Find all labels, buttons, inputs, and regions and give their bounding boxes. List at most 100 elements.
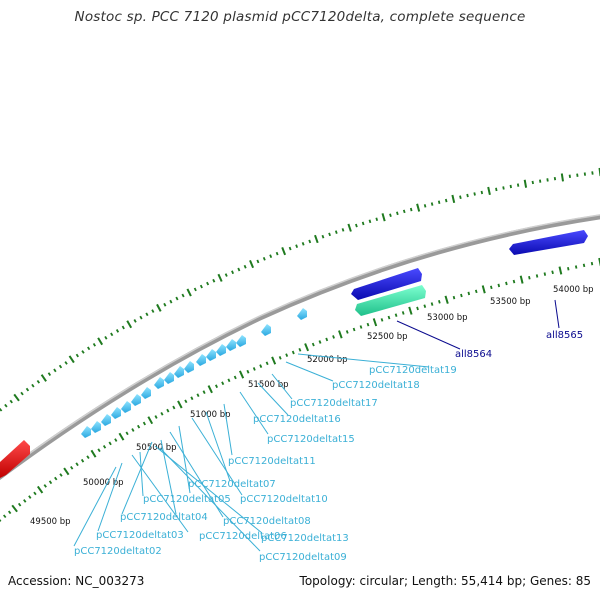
tick-mark <box>43 484 47 488</box>
tick-mark <box>535 274 539 278</box>
tick-mark <box>402 209 406 214</box>
tick-mark <box>347 223 352 232</box>
gene-label-t17[interactable]: pCC7120deltat17 <box>290 398 378 409</box>
trna-features[interactable] <box>81 308 307 438</box>
gene-label-all8564[interactable]: all8564 <box>455 349 492 360</box>
trna-feature[interactable] <box>141 387 151 399</box>
gene-label-t06[interactable]: pCC7120deltat06 <box>199 531 287 542</box>
tick-mark <box>314 234 319 244</box>
tick-mark <box>64 361 68 365</box>
tick-mark <box>227 378 231 383</box>
gene-label-t15[interactable]: pCC7120deltat15 <box>267 434 355 445</box>
trna-feature[interactable] <box>111 407 121 419</box>
tick-mark <box>467 291 471 296</box>
tick-mark <box>48 480 53 485</box>
tick-mark <box>160 411 164 416</box>
trna-feature[interactable] <box>101 414 111 426</box>
trna-feature[interactable] <box>216 344 226 356</box>
tick-mark <box>202 390 206 394</box>
trna-feature[interactable] <box>131 394 141 406</box>
position-label: 50500 bp <box>136 443 177 453</box>
gene-label-t13[interactable]: pCC7120deltat13 <box>261 533 349 544</box>
cds-highlighted[interactable] <box>355 285 426 316</box>
tick-mark <box>285 353 289 357</box>
gene-label-t10[interactable]: pCC7120deltat10 <box>240 494 328 505</box>
tick-mark <box>121 325 125 330</box>
gene-label-t11[interactable]: pCC7120deltat11 <box>228 456 316 467</box>
tick-mark <box>473 192 476 196</box>
trna-feature[interactable] <box>174 366 184 378</box>
trna-feature[interactable] <box>81 426 91 438</box>
tick-mark <box>512 279 516 284</box>
tick-mark <box>474 289 478 294</box>
tick-mark <box>271 356 277 365</box>
tick-mark <box>505 281 508 286</box>
tick-mark <box>345 330 349 334</box>
tick-mark <box>368 219 372 224</box>
tick-mark <box>437 200 441 204</box>
tick-mark <box>574 265 578 269</box>
tick-mark <box>75 353 79 358</box>
tick-mark <box>31 383 35 388</box>
tick-mark <box>13 393 20 402</box>
tick-mark <box>341 228 345 232</box>
inner-tick-ring <box>0 257 600 522</box>
trna-feature[interactable] <box>121 401 131 413</box>
tick-mark <box>389 213 392 218</box>
tick-mark <box>7 510 12 515</box>
gene-label-t03[interactable]: pCC7120deltat03 <box>96 530 184 541</box>
tick-mark <box>423 304 427 308</box>
tick-mark <box>139 315 143 320</box>
plasmid-backbone <box>0 214 600 481</box>
trna-feature[interactable] <box>164 372 174 384</box>
gene-label-t07[interactable]: pCC7120deltat07 <box>188 479 276 490</box>
trna-feature[interactable] <box>154 377 164 389</box>
tick-mark <box>381 213 386 222</box>
tick-mark <box>102 445 107 449</box>
cds-all8564[interactable] <box>351 268 422 300</box>
tick-mark <box>444 198 448 203</box>
tick-mark <box>97 448 101 453</box>
trna-feature[interactable] <box>91 421 101 433</box>
tick-mark <box>591 171 594 175</box>
trna-feature[interactable] <box>261 324 271 336</box>
tick-mark <box>502 186 505 190</box>
tick-mark <box>361 221 365 226</box>
tick-mark <box>36 485 44 494</box>
tick-mark <box>9 399 13 404</box>
tick-mark <box>214 384 219 389</box>
cds-all8565[interactable] <box>509 230 588 255</box>
gene-label-t05[interactable]: pCC7120deltat05 <box>143 494 231 505</box>
outer-tick-ring <box>0 167 600 412</box>
trna-feature[interactable] <box>297 308 307 320</box>
trna-feature[interactable] <box>226 339 236 351</box>
gene-label-t09[interactable]: pCC7120deltat09 <box>259 552 347 563</box>
tick-mark <box>298 347 302 352</box>
gene-label-t18[interactable]: pCC7120deltat18 <box>332 380 420 391</box>
trna-feature[interactable] <box>184 361 194 373</box>
accession-text: Accession: NC_003273 <box>8 574 145 588</box>
tick-mark <box>2 514 7 519</box>
gene-label-t04[interactable]: pCC7120deltat04 <box>120 512 208 523</box>
tick-mark <box>531 180 534 185</box>
tick-mark <box>206 281 210 286</box>
gene-label-t08[interactable]: pCC7120deltat08 <box>223 516 311 527</box>
tick-mark <box>278 356 282 360</box>
position-label: 54000 bp <box>553 285 594 295</box>
trna-feature[interactable] <box>196 354 206 366</box>
gene-label-t19[interactable]: pCC7120deltat19 <box>369 365 457 376</box>
tick-mark <box>338 330 343 339</box>
trna-feature[interactable] <box>206 349 216 361</box>
tick-mark <box>551 270 554 275</box>
gene-label-all8565[interactable]: all8565 <box>546 330 583 341</box>
gene-label-t02[interactable]: pCC7120deltat02 <box>74 546 162 557</box>
tick-mark <box>409 207 413 212</box>
trna-feature[interactable] <box>236 335 246 347</box>
tick-mark <box>151 309 155 313</box>
cds-red[interactable] <box>0 440 30 478</box>
tick-mark <box>75 462 79 467</box>
gene-label-t16[interactable]: pCC7120deltat16 <box>253 414 341 425</box>
position-label: 53000 bp <box>427 313 468 323</box>
position-label: 51500 bp <box>248 380 289 390</box>
